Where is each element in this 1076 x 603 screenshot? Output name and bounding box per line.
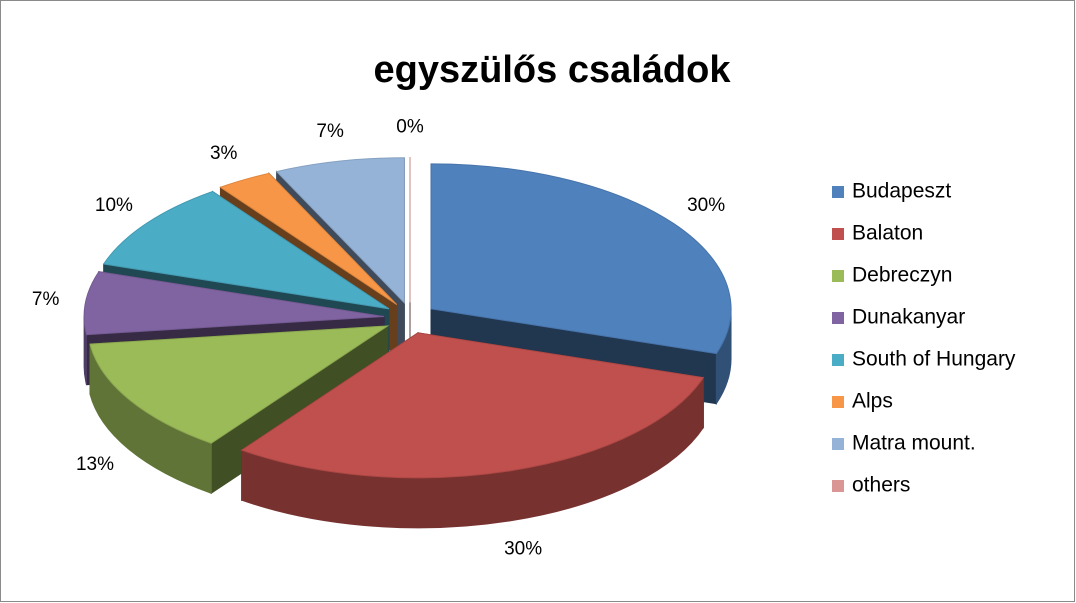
legend-swatch (832, 312, 844, 324)
slice (275, 157, 405, 305)
legend-label: Alps (852, 390, 893, 413)
slice (240, 332, 705, 479)
chart-title: egyszülős családok (374, 49, 732, 91)
data-label: 0% (396, 116, 424, 137)
legend-label: Dunakanyar (852, 306, 965, 329)
slice (219, 172, 398, 305)
data-label: 13% (76, 454, 114, 475)
slice (430, 163, 732, 355)
legend-swatch (832, 186, 844, 198)
slice (102, 190, 390, 310)
data-label: 10% (95, 195, 133, 216)
slice (89, 325, 390, 444)
legend-swatch (832, 480, 844, 492)
legend-swatch (832, 354, 844, 366)
data-label: 7% (316, 121, 344, 142)
legend: Budapeszt Balaton Debreczyn Dunakanyar South… (832, 180, 1016, 497)
legend-swatch (832, 396, 844, 408)
data-label: 30% (687, 195, 725, 216)
data-label: 7% (32, 289, 60, 310)
legend-swatch (832, 438, 844, 450)
legend-swatch (832, 270, 844, 282)
data-label: 30% (504, 538, 542, 559)
legend-label: Debreczyn (852, 264, 952, 287)
legend-label: Budapeszt (852, 180, 951, 203)
data-label: 3% (210, 143, 238, 164)
legend-label: South of Hungary (852, 348, 1016, 371)
legend-label: Balaton (852, 222, 923, 245)
legend-label: Matra mount. (852, 432, 976, 455)
legend-label: others (852, 474, 910, 497)
slice (83, 271, 385, 336)
pie: 30% 30% 13% 7% 10% 3% 7% 0% (32, 116, 732, 559)
legend-swatch (832, 228, 844, 240)
